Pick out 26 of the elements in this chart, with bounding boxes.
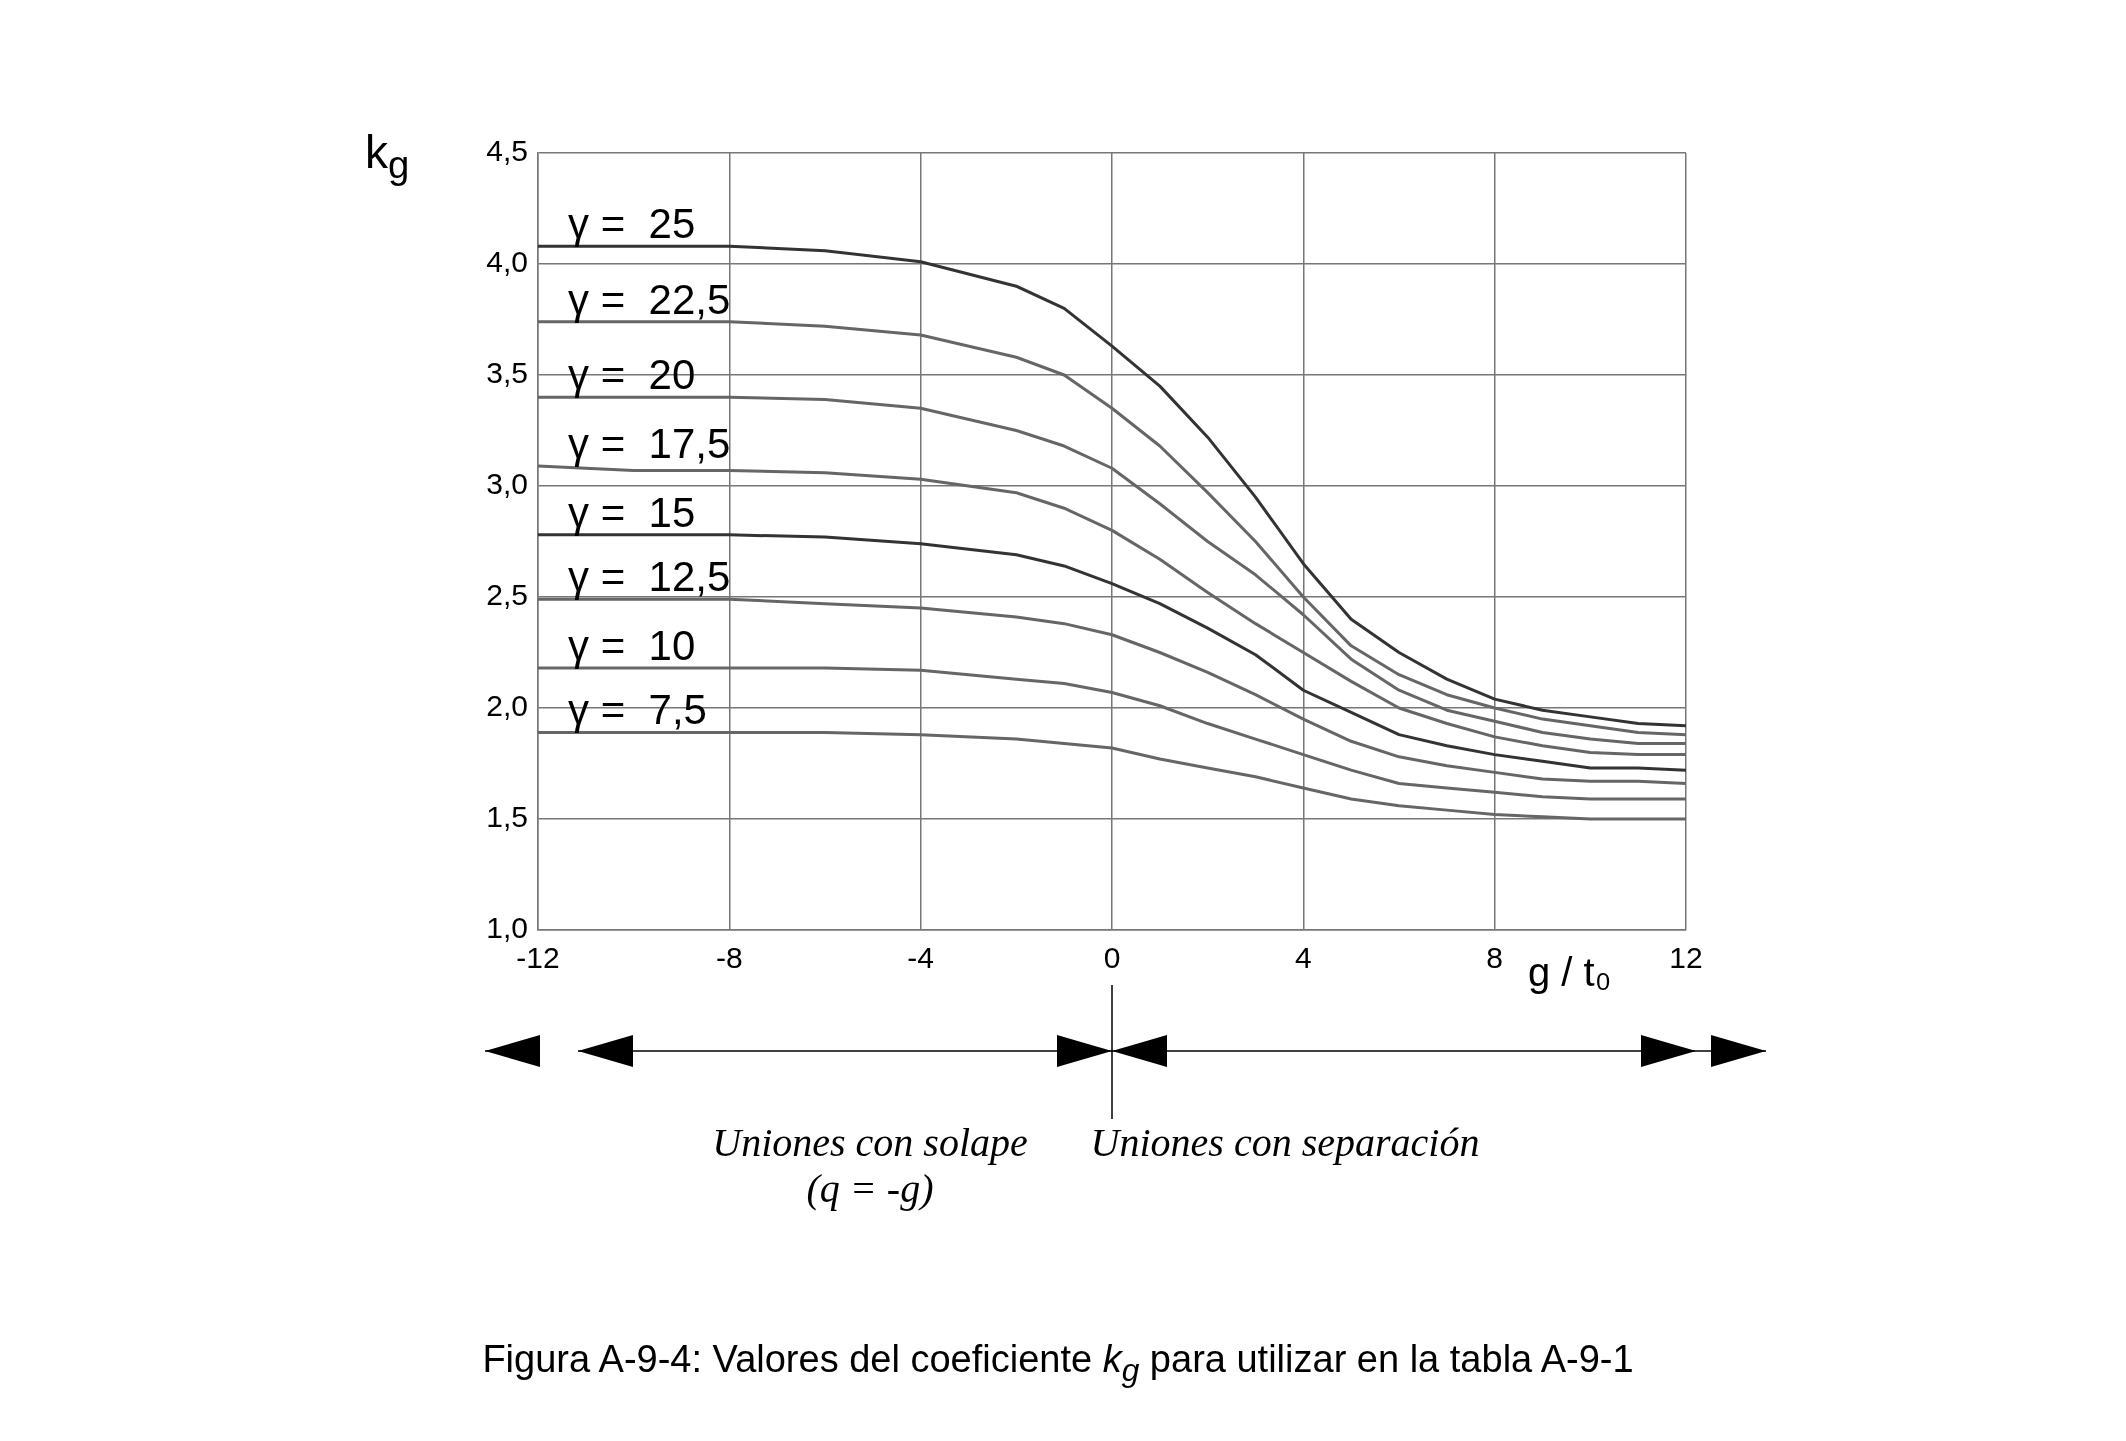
y-tick-label: 1,5 <box>486 800 528 834</box>
y-tick-label: 2,0 <box>486 689 528 723</box>
series-label: γ = 20 <box>568 351 696 399</box>
x-tick-label: 12 <box>1669 941 1703 975</box>
text: Uniones con solape (q = -g) <box>712 1120 1028 1212</box>
y-tick-label: 4,0 <box>486 245 528 279</box>
x-tick-label: 0 <box>1103 941 1121 975</box>
x-axis-title: g / t₀ <box>1528 950 1612 995</box>
y-axis-title: k$_{g}$ <box>365 125 410 188</box>
x-tick-label: 4 <box>1294 941 1312 975</box>
series-label: γ = 10 <box>568 622 696 670</box>
x-tick-label: 8 <box>1486 941 1504 975</box>
series-label: γ = 25 <box>568 200 696 248</box>
series-label: γ = 12,5 <box>568 553 731 601</box>
text: Figura A-9-4: Valores del coeficiente k$_{g}$ para utilizar en la tabla A-9-1 <box>482 1338 1634 1389</box>
series-label: γ = 15 <box>568 488 696 536</box>
series-label: γ = 22,5 <box>568 275 731 323</box>
y-tick-label: 3,0 <box>486 467 528 501</box>
x-tick-label: -4 <box>907 941 935 975</box>
text: Uniones con separación <box>1090 1120 1480 1166</box>
y-tick-label: 3,5 <box>486 356 528 390</box>
y-tick-label: 2,5 <box>486 578 528 612</box>
x-tick-label: -8 <box>715 941 743 975</box>
series-label: γ = 7,5 <box>568 686 707 734</box>
y-tick-label: 4,5 <box>486 134 528 168</box>
series-label: γ = 17,5 <box>568 420 731 468</box>
